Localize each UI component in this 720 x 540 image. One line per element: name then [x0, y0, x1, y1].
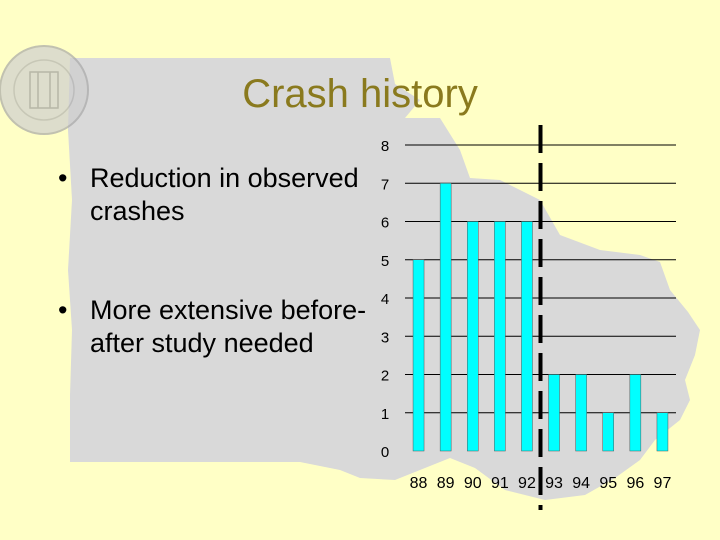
x-tick-label: 89: [437, 475, 455, 492]
y-tick-label: 6: [381, 215, 389, 232]
bar: [548, 374, 560, 452]
y-tick-label: 7: [381, 176, 389, 193]
bar: [575, 374, 587, 452]
chart-x-ticks: 88 89 90 91 92 93 94 95 96 97: [410, 475, 672, 492]
x-tick-label: 88: [410, 475, 428, 492]
x-tick-label: 90: [464, 475, 482, 492]
bar: [494, 221, 506, 452]
bar: [439, 183, 452, 452]
chart-bars: [412, 183, 669, 452]
bullet-list: • Reduction in observed crashes • More e…: [58, 162, 368, 426]
x-tick-label: 97: [654, 475, 672, 492]
x-tick-label: 94: [572, 475, 590, 492]
bar: [602, 412, 614, 452]
bullet-item: • More extensive before-after study need…: [58, 294, 368, 360]
y-tick-label: 8: [381, 138, 389, 155]
bar: [412, 259, 425, 452]
bar: [656, 412, 669, 452]
x-tick-label: 93: [545, 475, 563, 492]
y-tick-label: 2: [381, 368, 389, 385]
x-tick-label: 91: [491, 475, 509, 492]
bar: [629, 374, 642, 452]
x-tick-label: 95: [599, 475, 617, 492]
y-tick-label: 0: [381, 444, 389, 461]
bar: [467, 221, 479, 452]
x-tick-label: 92: [518, 475, 536, 492]
bullet-text: More extensive before-after study needed: [90, 295, 367, 358]
slide-title: Crash history: [0, 70, 720, 118]
y-tick-label: 5: [381, 253, 389, 270]
bullet-marker: •: [58, 163, 68, 193]
bullet-marker: •: [58, 295, 68, 325]
y-tick-label: 4: [381, 291, 389, 308]
bar: [521, 221, 533, 452]
state-map-silhouette: [68, 58, 700, 500]
y-tick-label: 3: [381, 329, 389, 346]
y-tick-label: 1: [381, 406, 389, 423]
x-tick-label: 96: [626, 475, 644, 492]
bullet-text: Reduction in observed crashes: [90, 163, 359, 226]
bullet-item: • Reduction in observed crashes: [58, 162, 368, 228]
slide-title-text: Crash history: [242, 72, 478, 116]
chart-y-ticks: 0 1 2 3 4 5 6 7 8: [381, 138, 389, 461]
seal-emblem: [0, 45, 89, 135]
